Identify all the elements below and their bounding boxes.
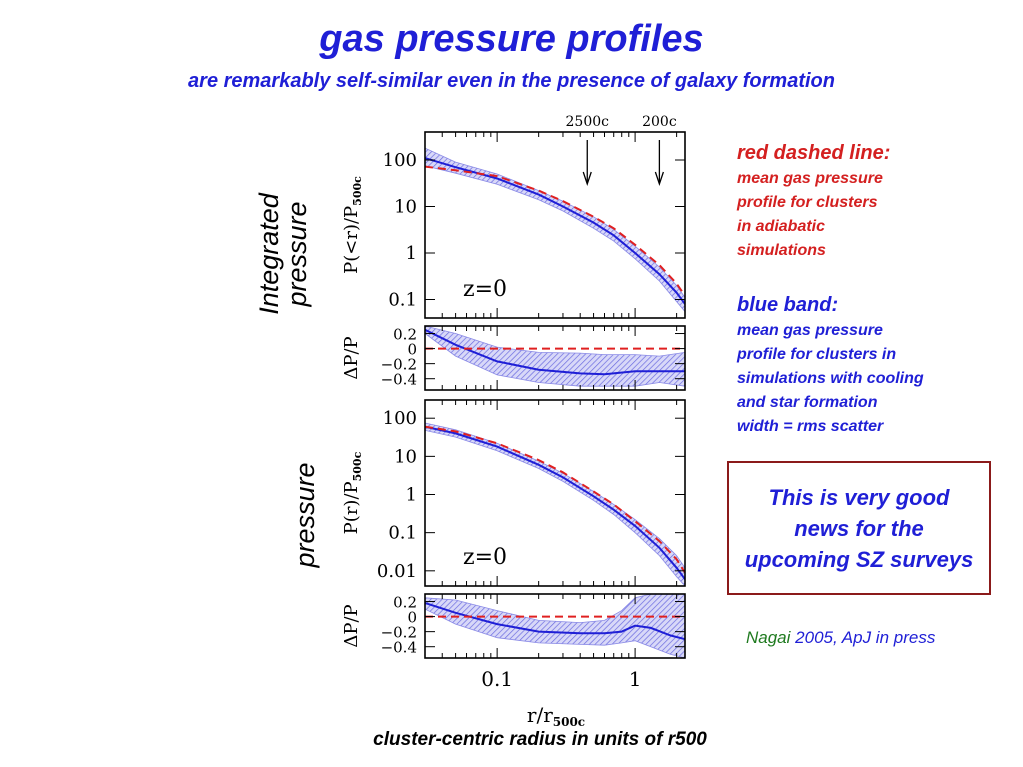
y-tick-label: 100: [383, 408, 417, 429]
panel-frame: [424, 325, 686, 391]
y-tick-label: 1: [406, 243, 417, 264]
scatter-band: [425, 594, 685, 658]
y-tick-label: −0.2: [381, 356, 417, 374]
blue-note-title: blue band:: [737, 294, 839, 316]
mean-cooling-line: [425, 425, 685, 580]
y-tick-label: 10: [394, 446, 417, 467]
highlight-box: This is very good news for the upcoming …: [727, 461, 991, 595]
y-axis-label: P(<r)/P500c: [341, 176, 364, 274]
panel-frame: [424, 593, 686, 659]
overdensity-marker-label: 200c: [642, 114, 677, 130]
red-note-line: simulations: [737, 242, 826, 259]
y-tick-label: 0.01: [377, 561, 417, 582]
panel-pressure: 100 10 1 0.1 0.01 P(r)/P500c z=0: [341, 399, 686, 587]
y-axis-label: ΔP/P: [341, 336, 362, 379]
red-note-line: mean gas pressure: [737, 170, 883, 187]
y-tick-label: 0: [407, 609, 417, 627]
blue-note-line: profile for clusters in: [737, 346, 897, 363]
y-tick-label: 0.2: [393, 594, 417, 612]
blue-band-note: blue band: mean gas pressure profile for…: [737, 294, 924, 439]
y-axis-label: ΔP/P: [341, 604, 362, 647]
blue-note-line: and star formation: [737, 394, 878, 411]
red-note-line: in adiabatic: [737, 218, 826, 235]
y-axis-label: P(r)/P500c: [341, 451, 364, 534]
y-tick-label: 0: [407, 341, 417, 359]
blue-note-line: simulations with cooling: [737, 370, 924, 387]
red-line-note: red dashed line: mean gas pressure profi…: [737, 142, 890, 263]
reference-rest: 2005, ApJ in press: [795, 628, 936, 647]
figure-caption: cluster-centric radius in units of r500: [373, 729, 707, 750]
slide-title: gas pressure profiles: [319, 18, 704, 60]
y-tick-label: 0.1: [388, 289, 417, 310]
panel-integrated-residual: 0.20−0.2−0.4 ΔP/P: [341, 325, 686, 391]
panel-pressure-residual: 0.20−0.2−0.4 ΔP/P 0.1 1: [341, 593, 686, 691]
y-tick-label: −0.4: [381, 639, 417, 657]
redshift-annotation: z=0: [463, 545, 507, 570]
y-tick-label: 0.2: [393, 326, 417, 344]
adiabatic-dashed-line: [425, 425, 685, 574]
y-tick-label: 0.1: [388, 523, 417, 544]
panel-frame: [424, 131, 686, 319]
blue-note-line: mean gas pressure: [737, 322, 883, 339]
panel-integrated: 100 10 1 0.1 P(<r)/P500c z=0 2500c 200c: [341, 114, 686, 319]
y-tick-label: 100: [383, 150, 417, 171]
overdensity-marker-label: 2500c: [566, 114, 610, 130]
y-tick-label: −0.2: [381, 624, 417, 642]
x-tick-label: 0.1: [481, 667, 513, 691]
scatter-band: [425, 326, 685, 387]
mean-cooling-line: [425, 602, 685, 641]
slide-subtitle: are remarkably self-similar even in the …: [188, 70, 835, 92]
y-tick-label: −0.4: [381, 371, 417, 389]
adiabatic-dashed-line: [425, 165, 685, 297]
y-tick-label: 1: [406, 485, 417, 506]
mean-cooling-line: [425, 328, 685, 376]
redshift-annotation: z=0: [463, 277, 507, 302]
reference-author: Nagai: [746, 628, 791, 647]
x-axis-label: r/r500c: [527, 703, 585, 729]
blue-note-line: width = rms scatter: [737, 418, 884, 435]
x-tick-label: 1: [629, 667, 642, 691]
red-note-title: red dashed line:: [737, 142, 891, 164]
panel-frame: [424, 399, 686, 587]
reference: Nagai 2005, ApJ in press: [746, 628, 935, 648]
red-note-line: profile for clusters: [737, 194, 878, 211]
y-tick-label: 10: [394, 196, 417, 217]
